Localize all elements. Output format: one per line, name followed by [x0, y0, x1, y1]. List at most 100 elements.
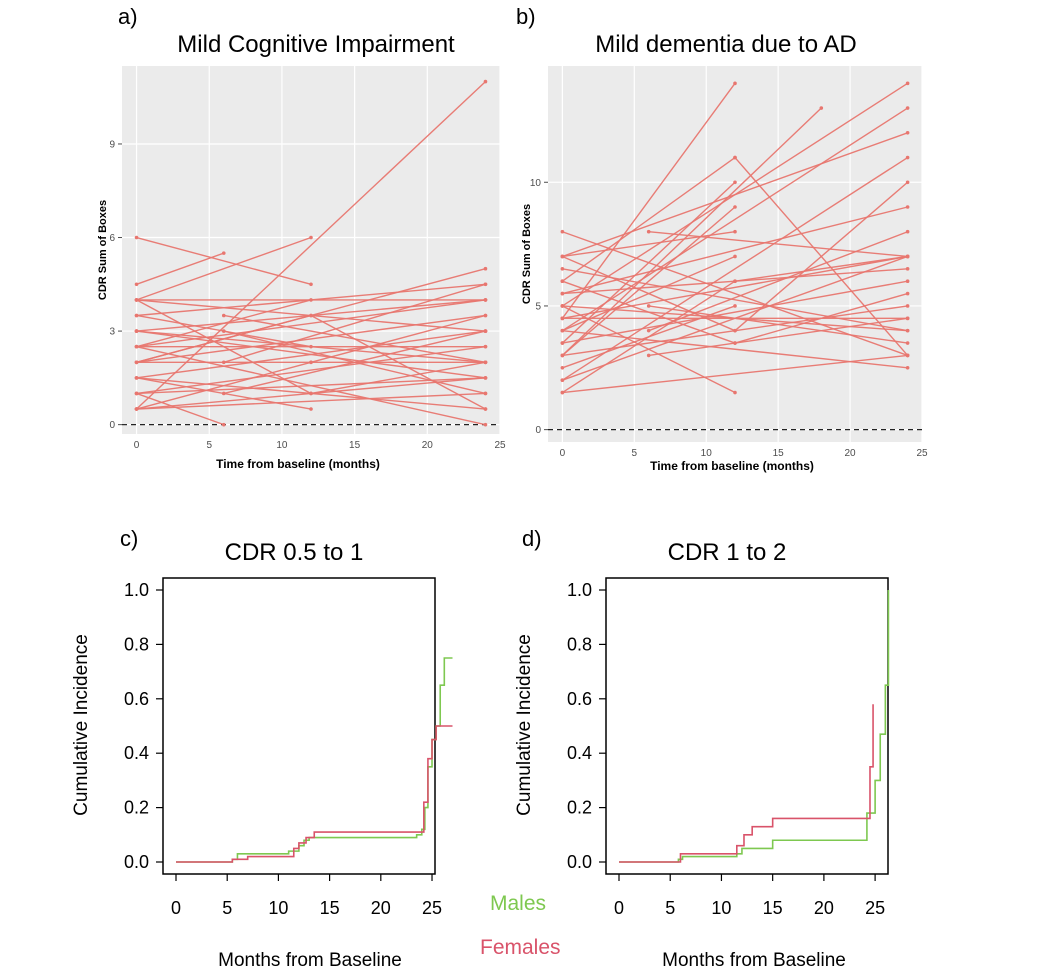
- panel-d-ylabel: Cumulative Incidence: [514, 634, 535, 816]
- c-ytick-label: 0.8: [124, 634, 149, 654]
- d-xtick-label: 20: [814, 898, 834, 918]
- legend-males: Males: [490, 892, 547, 915]
- d-curve-males: [619, 590, 890, 863]
- b-trajectory-line: [562, 107, 908, 332]
- a-trajectory-point: [483, 313, 488, 318]
- b-trajectory-line: [648, 305, 908, 344]
- b-trajectory-point: [646, 328, 651, 333]
- panel-c-plot-frame: [162, 577, 436, 875]
- b-ytick-label: 5: [535, 301, 541, 312]
- c-ytick-label: 0.2: [124, 798, 149, 818]
- panel-c-ylabel: Cumulative Incidence: [71, 634, 92, 816]
- b-trajectory-point: [560, 229, 565, 234]
- panel-d-plot-frame: [605, 577, 889, 875]
- b-xtick-label: 0: [560, 448, 566, 459]
- a-xtick-label: 20: [422, 440, 434, 451]
- a-trajectory-point: [221, 251, 226, 255]
- panel-d-xlabel: Months from Baseline: [662, 950, 846, 971]
- a-trajectory-line: [136, 236, 312, 301]
- a-xtick-label: 10: [276, 440, 288, 451]
- a-trajectory-point: [483, 266, 488, 271]
- b-trajectory-line: [562, 305, 736, 369]
- b-xtick-label: 20: [845, 448, 857, 459]
- d-xtick-label: 25: [865, 898, 885, 918]
- b-trajectory-line: [562, 156, 908, 381]
- panel-b-ylabel: CDR Sum of Boxes: [521, 204, 533, 304]
- a-trajectory-line: [223, 314, 486, 363]
- b-trajectory-point: [905, 279, 910, 284]
- b-trajectory-point: [646, 353, 651, 358]
- b-trajectory-line: [648, 231, 908, 332]
- panel-c: c) CDR 0.5 to 1 0 5 10 15 20 25 0.0 0.2 0.4 0.6 0.…: [71, 526, 453, 971]
- b-trajectory-point: [560, 353, 565, 358]
- d-ytick-label: 1.0: [567, 580, 592, 600]
- b-trajectory-point: [733, 155, 737, 160]
- panel-d: d) CDR 1 to 2 0 5 10 15 20 25 0.0 0.2 0.4 0.6 0.8 1…: [514, 526, 890, 971]
- b-trajectory-line: [562, 268, 908, 295]
- c-ytick-label: 0.4: [124, 743, 149, 763]
- b-trajectory-point: [560, 328, 565, 333]
- d-xtick-label: 0: [614, 898, 624, 918]
- b-ytick-label: 0: [535, 425, 541, 436]
- panel-a: a) Mild Cognitive Impairment 0 5 10 15 20 250…: [97, 4, 506, 471]
- b-trajectory-point: [560, 390, 565, 395]
- c-xtick-label: 10: [268, 898, 288, 918]
- a-trajectory-point: [221, 422, 226, 427]
- a-ytick-label: 3: [109, 327, 115, 338]
- b-trajectory-point: [560, 316, 565, 321]
- b-trajectory-line: [561, 206, 736, 356]
- a-trajectory-point: [483, 79, 488, 84]
- a-trajectory-point: [483, 360, 488, 365]
- b-trajectory-point: [905, 205, 910, 209]
- a-trajectory-line: [136, 330, 486, 379]
- c-xtick-label: 15: [320, 898, 340, 918]
- b-trajectory-point: [733, 304, 737, 308]
- a-trajectory-line: [310, 361, 486, 395]
- d-xtick-label: 5: [665, 898, 675, 918]
- d-curve-females: [619, 704, 874, 863]
- d-ytick-label: 0.4: [567, 743, 592, 763]
- a-trajectory-line: [136, 361, 312, 410]
- a-trajectory-point: [134, 235, 139, 240]
- b-xtick-label: 25: [916, 448, 928, 459]
- b-trajectory-point: [733, 390, 737, 395]
- d-ytick-label: 0.2: [567, 798, 592, 818]
- b-trajectory-point: [560, 254, 565, 259]
- a-trajectory-point: [483, 329, 488, 333]
- a-trajectory-line: [136, 314, 312, 363]
- b-trajectory-line: [648, 317, 908, 357]
- a-xtick-label: 15: [349, 440, 361, 451]
- b-trajectory-point: [905, 254, 910, 259]
- panel-a-letter: a): [118, 4, 138, 29]
- panel-a-xlabel: Time from baseline (months): [216, 457, 380, 471]
- c-xtick-label: 25: [422, 898, 442, 918]
- b-trajectory-point: [905, 341, 910, 345]
- b-trajectory-point: [733, 229, 737, 234]
- panel-c-xlabel: Months from Baseline: [218, 950, 402, 971]
- c-ytick-label: 0.0: [124, 852, 149, 872]
- a-trajectory-point: [309, 313, 313, 318]
- a-trajectory-line: [223, 283, 486, 363]
- b-trajectory-line: [562, 255, 908, 320]
- a-trajectory-point: [483, 344, 488, 349]
- b-trajectory-point: [905, 155, 910, 160]
- a-trajectory-point: [483, 422, 488, 427]
- c-ytick-label: 1.0: [124, 580, 149, 600]
- d-ytick-label: 0.0: [567, 852, 592, 872]
- a-trajectory-line: [136, 345, 486, 395]
- b-trajectory-point: [560, 267, 565, 271]
- a-trajectory-point: [134, 360, 139, 365]
- a-trajectory-line: [310, 314, 486, 363]
- b-trajectory-point: [560, 365, 565, 370]
- b-trajectory-point: [733, 205, 737, 209]
- a-trajectory-point: [221, 391, 226, 396]
- a-trajectory-point: [134, 329, 139, 333]
- b-trajectory-point: [560, 279, 565, 284]
- b-trajectory-point: [905, 316, 910, 321]
- b-trajectory-line: [562, 268, 908, 332]
- b-trajectory-line: [734, 255, 908, 282]
- a-ytick-label: 6: [109, 233, 115, 244]
- a-trajectory-line: [310, 314, 486, 410]
- b-trajectory-point: [905, 291, 910, 296]
- a-trajectory-line: [136, 377, 486, 395]
